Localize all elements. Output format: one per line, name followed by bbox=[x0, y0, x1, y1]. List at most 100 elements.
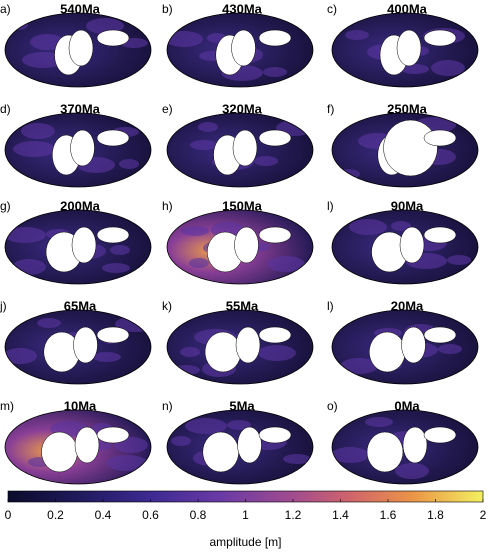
map-anomaly bbox=[180, 347, 200, 357]
map-frame bbox=[4, 209, 152, 285]
continent bbox=[234, 226, 259, 264]
map-anomaly bbox=[110, 245, 130, 255]
map-anomaly bbox=[401, 64, 429, 74]
continent bbox=[423, 426, 457, 444]
map-frame bbox=[166, 12, 314, 88]
map-panel bbox=[4, 112, 152, 188]
map-anomaly bbox=[345, 30, 369, 40]
map-anomaly bbox=[227, 420, 251, 430]
panel-label: d) bbox=[0, 102, 11, 116]
map-frame bbox=[331, 309, 479, 385]
map-content bbox=[28, 421, 148, 473]
map-anomaly bbox=[267, 256, 305, 272]
panel-title: 320Ma bbox=[222, 101, 263, 116]
continent bbox=[366, 431, 404, 473]
panel-label: o) bbox=[327, 399, 338, 413]
map-content bbox=[181, 222, 305, 273]
map-content bbox=[171, 418, 311, 473]
map-panel bbox=[331, 309, 479, 385]
colorbar-tick-label: 1.4 bbox=[332, 508, 349, 522]
continent bbox=[401, 326, 426, 364]
continent bbox=[399, 226, 425, 264]
map-content bbox=[345, 28, 465, 76]
continent bbox=[96, 226, 130, 244]
panel-title: 90Ma bbox=[391, 198, 424, 213]
continent bbox=[383, 119, 438, 177]
panel-title: 55Ma bbox=[226, 298, 259, 313]
map-anomaly bbox=[349, 219, 387, 235]
map-anomaly bbox=[12, 259, 46, 275]
map-content bbox=[167, 29, 292, 81]
continent bbox=[423, 326, 457, 344]
map-frame bbox=[4, 309, 152, 385]
continent bbox=[258, 129, 292, 147]
map-content bbox=[13, 123, 139, 176]
map-anomaly bbox=[5, 227, 46, 243]
colorbar-tick-label: 0.4 bbox=[95, 508, 112, 522]
map-anomaly bbox=[172, 365, 200, 375]
colorbar-tick-label: 0.2 bbox=[47, 508, 64, 522]
map-anomaly bbox=[447, 255, 471, 265]
map-panel bbox=[331, 112, 479, 188]
continent bbox=[423, 226, 457, 244]
map-panel bbox=[4, 209, 152, 285]
continent bbox=[396, 29, 422, 67]
map-anomaly bbox=[21, 123, 55, 139]
map-anomaly bbox=[391, 221, 411, 231]
continent bbox=[258, 226, 292, 244]
map-frame bbox=[331, 112, 479, 188]
map-anomaly bbox=[181, 226, 209, 236]
map-anomaly bbox=[332, 447, 369, 463]
map-frame bbox=[331, 12, 479, 88]
panel-label: a) bbox=[0, 2, 11, 16]
continent bbox=[202, 431, 239, 473]
panel-label: l) bbox=[327, 299, 334, 313]
map-anomaly bbox=[5, 348, 37, 364]
panel-title: 540Ma bbox=[60, 1, 101, 16]
map-panel bbox=[166, 12, 314, 88]
map-anomaly bbox=[93, 352, 121, 362]
colorbar-tick-label: 1.8 bbox=[427, 508, 444, 522]
panel-label: l) bbox=[327, 199, 334, 213]
continent bbox=[68, 29, 94, 67]
map-anomaly bbox=[185, 418, 227, 434]
map-panel bbox=[4, 409, 152, 485]
panel-title: 10Ma bbox=[64, 398, 97, 413]
map-content bbox=[336, 117, 457, 179]
map-anomaly bbox=[167, 31, 203, 47]
map-frame bbox=[4, 12, 152, 88]
continent bbox=[96, 326, 130, 344]
panel-label: e) bbox=[162, 102, 173, 116]
map-panel bbox=[331, 12, 479, 88]
panel-title: 430Ma bbox=[222, 1, 263, 16]
map-frame bbox=[331, 409, 479, 485]
panel-label: k) bbox=[162, 299, 172, 313]
map-anomaly bbox=[102, 263, 130, 273]
panel-title: 400Ma bbox=[387, 1, 428, 16]
map-anomaly bbox=[258, 345, 296, 361]
map-anomaly bbox=[365, 417, 393, 427]
panel-label: m) bbox=[0, 399, 14, 413]
panel-label: j) bbox=[0, 299, 7, 313]
panel-title: 150Ma bbox=[222, 198, 263, 213]
panel-label: n) bbox=[162, 399, 173, 413]
continent bbox=[96, 426, 130, 444]
map-panel bbox=[166, 409, 314, 485]
map-anomaly bbox=[30, 34, 64, 50]
colorbar-tick-label: 2 bbox=[480, 508, 487, 522]
map-anomaly bbox=[198, 122, 218, 132]
map-anomaly bbox=[119, 159, 139, 169]
map-anomaly bbox=[340, 358, 378, 374]
panel-label: c) bbox=[327, 2, 337, 16]
map-anomaly bbox=[37, 318, 61, 328]
continent bbox=[70, 129, 95, 167]
map-content bbox=[349, 219, 471, 273]
continent bbox=[237, 426, 262, 464]
map-frame bbox=[331, 209, 479, 285]
map-frame bbox=[166, 112, 314, 188]
panel-title: 20Ma bbox=[391, 298, 424, 313]
continent bbox=[204, 331, 242, 373]
continent bbox=[96, 129, 130, 147]
continent bbox=[402, 426, 428, 464]
